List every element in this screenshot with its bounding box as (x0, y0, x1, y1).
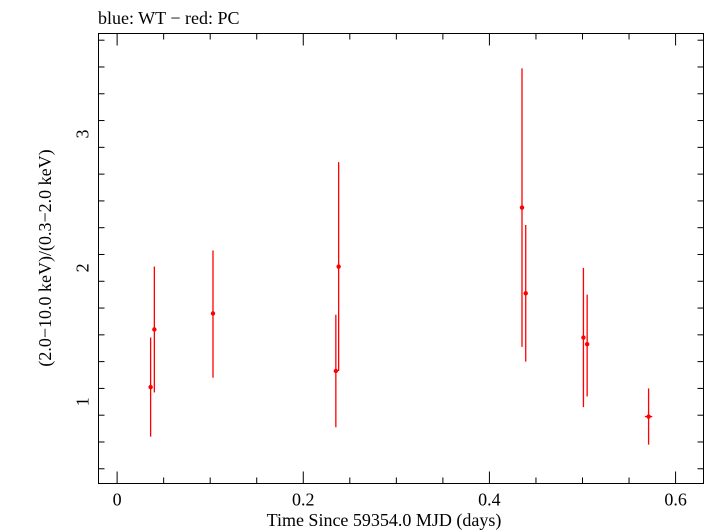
x-tick-label: 0.4 (478, 490, 501, 510)
data-point (523, 225, 528, 362)
chart-title: blue: WT − red: PC (98, 8, 239, 28)
x-axis-label: Time Since 59354.0 MJD (days) (267, 510, 502, 531)
point-marker (152, 327, 157, 332)
x-tick-label: 0.2 (292, 490, 315, 510)
point-marker (523, 291, 528, 296)
axis-ticks (98, 33, 704, 484)
y-tick-label: 1 (73, 397, 93, 406)
point-marker (148, 384, 153, 390)
data-point (581, 267, 586, 408)
y-tick-label: 3 (73, 129, 93, 138)
data-point (333, 314, 339, 428)
y-axis-label: (2.0−10.0 keV)/(0.3−2.0 keV) (35, 149, 56, 366)
data-point (152, 266, 157, 393)
y-tick-label: 2 (73, 263, 93, 272)
data-point (336, 162, 341, 371)
point-marker (336, 264, 341, 269)
point-marker (646, 414, 651, 419)
axis-tick-labels: 0 0.2 0.4 0.6 1 2 3 (73, 129, 687, 509)
point-marker (210, 311, 216, 316)
x-tick-label: 0 (113, 490, 122, 510)
point-marker (333, 368, 339, 374)
data-point (148, 337, 153, 437)
data-point (519, 68, 525, 347)
data-point (584, 294, 590, 397)
x-tick-label: 0.6 (664, 490, 687, 510)
point-marker (519, 205, 525, 210)
data-points (148, 68, 653, 445)
point-marker (584, 342, 590, 347)
point-marker (581, 335, 586, 340)
data-point (210, 250, 216, 378)
plot-frame (98, 33, 704, 484)
data-point (644, 388, 653, 445)
